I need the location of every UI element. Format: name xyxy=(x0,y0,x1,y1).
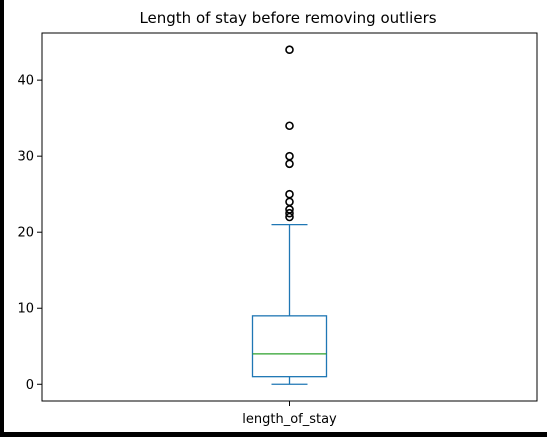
figure: Length of stay before removing outliers … xyxy=(4,0,547,432)
y-tick-label: 30 xyxy=(17,150,34,165)
chart-title: Length of stay before removing outliers xyxy=(139,9,436,27)
outlier-point xyxy=(285,159,294,169)
outlier-point xyxy=(285,121,294,131)
outlier-point xyxy=(285,151,294,161)
x-tick-label: length_of_stay xyxy=(242,412,337,427)
boxplot-chart: Length of stay before removing outliers … xyxy=(17,9,538,427)
outlier-point xyxy=(285,189,294,199)
plot-area: 0 10 20 30 40 length_of_stay xyxy=(17,32,538,427)
outlier-point xyxy=(285,197,294,207)
y-tick-label: 10 xyxy=(17,302,34,317)
outlier-point xyxy=(285,208,294,218)
y-tick-label: 0 xyxy=(26,378,34,393)
y-tick-label: 20 xyxy=(17,226,34,241)
y-tick-label: 40 xyxy=(17,74,34,89)
outlier-point xyxy=(285,45,294,55)
iqr-box xyxy=(251,315,328,378)
